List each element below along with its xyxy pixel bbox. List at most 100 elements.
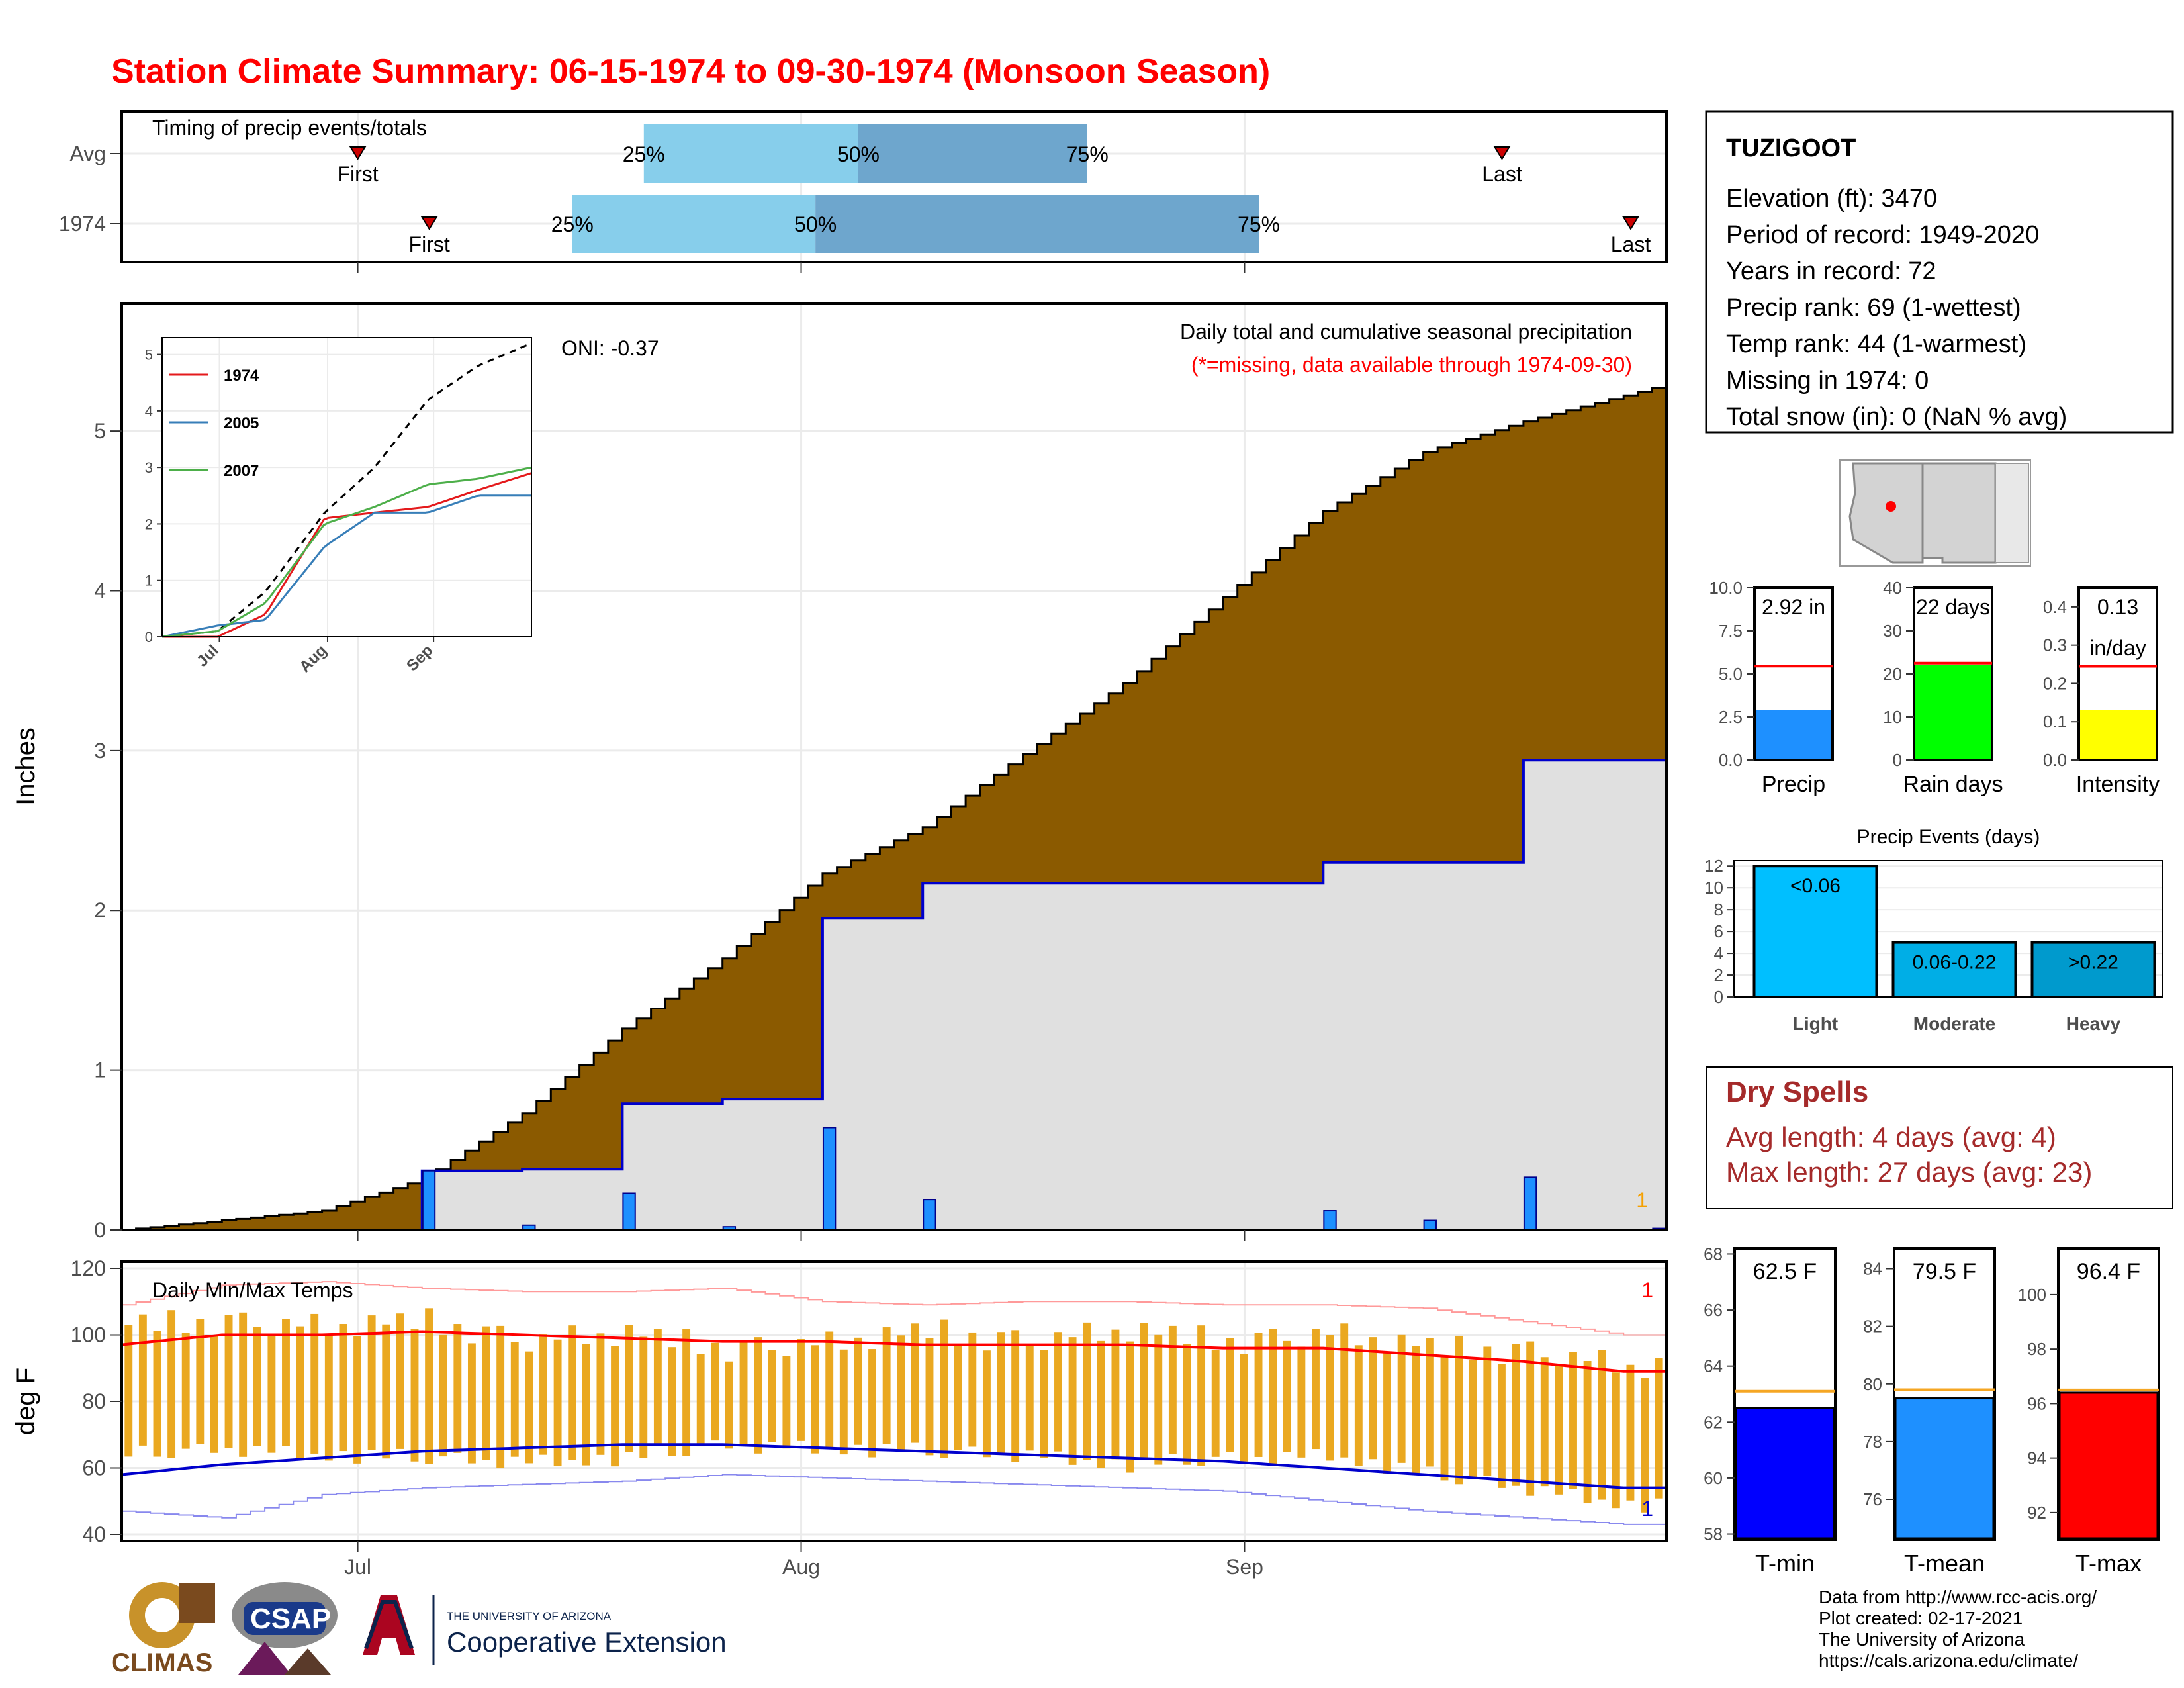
timing-panel-label: Timing of precip events/totals bbox=[152, 116, 427, 140]
events-y-tick-label: 6 bbox=[1714, 921, 1723, 941]
daily-temp-range-bar bbox=[138, 1314, 147, 1446]
daily-temp-range-bar bbox=[997, 1332, 1005, 1454]
daily-temp-range-bar bbox=[582, 1344, 590, 1466]
daily-temp-range-bar bbox=[1526, 1341, 1535, 1496]
daily-temp-range-bar bbox=[611, 1346, 619, 1467]
timing-p75-label: 75% bbox=[1238, 212, 1280, 236]
mini-bar-tick-label: 5.0 bbox=[1719, 664, 1743, 684]
timing-panel-border bbox=[120, 110, 1668, 263]
mini-bar-value-label: 0.13 bbox=[2097, 595, 2138, 619]
normal-max-line bbox=[121, 1330, 1666, 1373]
temp-summary-tick-label: 68 bbox=[1704, 1244, 1723, 1264]
temp-panel: Daily Min/Max Temps 1 1 40 60 80 100 120 Jul Aug S… bbox=[11, 1256, 1668, 1579]
temp-summary-tick-label: 100 bbox=[2018, 1285, 2046, 1305]
temp-summary-tick-label: 92 bbox=[2027, 1503, 2046, 1523]
timing-bar-50-75 bbox=[858, 124, 1087, 183]
inset-2007-line bbox=[161, 466, 532, 638]
normal-min-line bbox=[121, 1443, 1666, 1489]
mini-bar-tick-label: 2.5 bbox=[1719, 707, 1743, 727]
events-y-tick-label: 12 bbox=[1704, 856, 1723, 876]
daily-temp-range-bar bbox=[696, 1354, 705, 1447]
temp-x-tick-label: Jul bbox=[344, 1555, 371, 1579]
daily-temp-range-bar bbox=[1283, 1340, 1291, 1452]
daily-temp-range-bar bbox=[911, 1323, 919, 1443]
daily-temp-range-bar bbox=[854, 1337, 862, 1445]
daily-temp-range-bar bbox=[797, 1338, 805, 1441]
station-temp-rank: Temp rank: 44 (1-warmest) bbox=[1726, 330, 2026, 358]
daily-temp-range-bar bbox=[825, 1331, 834, 1448]
daily-temp-range-bar bbox=[367, 1315, 376, 1450]
mini-bar-tick-label: 0.4 bbox=[2043, 597, 2067, 617]
daily-temp-range-bar bbox=[525, 1351, 533, 1464]
climas-logo: CLIMAS bbox=[111, 1582, 215, 1677]
daily-temp-range-bar bbox=[539, 1334, 547, 1455]
daily-temp-range-bar bbox=[1097, 1340, 1105, 1468]
temp-summary-value: 96.4 F bbox=[2077, 1259, 2140, 1284]
daily-temp-range-bar bbox=[1240, 1354, 1248, 1462]
temp-y-tick-label: 80 bbox=[82, 1389, 106, 1413]
logos: CLIMAS CSAP THE UNIVERSITY OF ARIZONA Co… bbox=[111, 1582, 727, 1677]
daily-temp-range-bar bbox=[1183, 1344, 1191, 1465]
mini-bar-tick-label: 0 bbox=[1893, 750, 1902, 770]
credit-url: https://cals.arizona.edu/climate/ bbox=[1819, 1650, 2078, 1671]
daily-temp-range-bar bbox=[682, 1329, 691, 1456]
precip-events-bar-label: <0.06 bbox=[1790, 875, 1841, 897]
precip-y-tick-label: 0 bbox=[94, 1218, 106, 1242]
inset-y-tick-label: 0 bbox=[145, 629, 153, 645]
ua-logo-top: THE UNIVERSITY OF ARIZONA bbox=[447, 1610, 612, 1622]
daily-temp-range-bar bbox=[1340, 1323, 1349, 1458]
events-y-tick-label: 10 bbox=[1704, 878, 1723, 898]
precip-y-axis-title: Inches bbox=[11, 727, 40, 806]
daily-temp-range-bar bbox=[224, 1315, 233, 1448]
temp-summary-tick-label: 58 bbox=[1704, 1524, 1723, 1544]
temp-y-tick-label: 60 bbox=[82, 1456, 106, 1479]
daily-temp-range-bar bbox=[940, 1319, 948, 1458]
inset-y-tick-label: 2 bbox=[145, 516, 153, 532]
daily-temp-range-bar bbox=[1168, 1325, 1177, 1454]
daily-temp-range-bar bbox=[954, 1344, 962, 1450]
record-min-line bbox=[122, 1474, 1666, 1525]
daily-temp-range-bar bbox=[467, 1343, 476, 1464]
daily-temp-range-bar bbox=[1197, 1325, 1206, 1466]
timing-p25-label: 25% bbox=[551, 212, 594, 236]
mini-bar-value-label: 2.92 in bbox=[1762, 595, 1825, 619]
daily-temp-range-bar bbox=[1297, 1346, 1306, 1458]
temp-summary-tick-label: 80 bbox=[1863, 1374, 1882, 1394]
mini-bar-value bbox=[2080, 710, 2156, 759]
credit-plot-date: Plot created: 02-17-2021 bbox=[1819, 1608, 2023, 1628]
timing-p50-label: 50% bbox=[794, 212, 837, 236]
daily-temp-range-bar bbox=[1226, 1338, 1234, 1452]
daily-temp-range-bar bbox=[639, 1336, 648, 1458]
timing-bar-25-50 bbox=[572, 195, 816, 253]
ua-logo: THE UNIVERSITY OF ARIZONA Cooperative Ex… bbox=[363, 1595, 727, 1665]
station-period: Period of record: 1949-2020 bbox=[1726, 221, 2039, 249]
daily-temp-range-bar bbox=[1426, 1338, 1434, 1467]
temp-summary-tick-label: 62 bbox=[1704, 1412, 1723, 1432]
daily-precip-bar bbox=[1423, 1219, 1437, 1231]
daily-temp-range-bar bbox=[868, 1349, 876, 1458]
events-y-tick-label: 4 bbox=[1714, 943, 1723, 963]
daily-temp-range-bar bbox=[339, 1324, 347, 1452]
timing-bar-50-75 bbox=[815, 195, 1259, 253]
daily-temp-range-bar bbox=[968, 1332, 977, 1447]
daily-temp-range-bar bbox=[1440, 1355, 1449, 1481]
mini-bar-tick-label: 30 bbox=[1883, 621, 1902, 641]
missing-note: (*=missing, data available through 1974-… bbox=[1191, 353, 1632, 377]
oni-label: ONI: -0.37 bbox=[561, 336, 659, 360]
daily-precip-bar bbox=[1523, 1176, 1537, 1231]
location-map bbox=[1839, 459, 2031, 567]
daily-temp-range-bar bbox=[839, 1349, 848, 1455]
daily-temp-range-bar bbox=[1312, 1329, 1320, 1450]
credit-data-source: Data from http://www.rcc-acis.org/ bbox=[1819, 1587, 2097, 1607]
mini-bar-category-label: Rain days bbox=[1903, 772, 2003, 797]
inset-y-tick-label: 5 bbox=[145, 347, 153, 363]
timing-p75-label: 75% bbox=[1066, 142, 1109, 166]
daily-temp-range-bar bbox=[1254, 1333, 1263, 1457]
daily-precip-bar bbox=[923, 1199, 936, 1231]
daily-temp-range-bar bbox=[897, 1335, 905, 1452]
station-snow: Total snow (in): 0 (NaN % avg) bbox=[1726, 403, 2067, 431]
mini-bar-category-label: Precip bbox=[1762, 772, 1825, 797]
inset-border bbox=[161, 337, 532, 637]
events-y-tick-label: 8 bbox=[1714, 900, 1723, 919]
